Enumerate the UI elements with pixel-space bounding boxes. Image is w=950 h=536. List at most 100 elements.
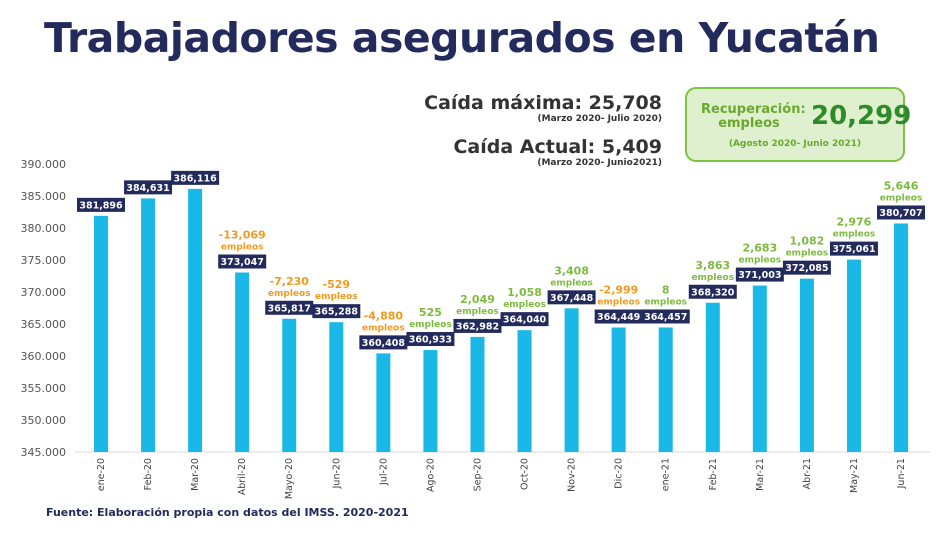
x-category-label: Ago-20 — [425, 458, 436, 492]
bar — [235, 272, 250, 452]
change-unit: empleos — [456, 307, 499, 317]
value-label-box — [124, 180, 173, 195]
current-drop-text: Caída Actual: 5,409 — [453, 136, 662, 158]
x-category-label: Oct-20 — [520, 458, 531, 490]
y-tick-label: 380.000 — [21, 222, 67, 235]
value-label: 380,707 — [879, 208, 922, 219]
bar — [705, 302, 720, 452]
value-label-box — [547, 290, 596, 305]
bar — [423, 350, 438, 452]
value-label-box — [77, 197, 125, 212]
value-label: 371,003 — [738, 270, 781, 281]
bar — [894, 223, 909, 452]
x-category-label: Sep-20 — [472, 458, 483, 491]
bar — [376, 353, 391, 452]
change-value: -2,999 — [599, 284, 638, 297]
value-label: 368,320 — [691, 287, 735, 298]
page-title: Trabajadores asegurados en Yucatán — [44, 14, 880, 62]
value-label-box — [641, 309, 690, 324]
change-value: 2,049 — [460, 293, 495, 306]
y-tick-label: 375.000 — [21, 254, 67, 267]
value-label: 360,408 — [362, 338, 406, 349]
change-value: 8 — [662, 283, 670, 296]
value-label: 372,085 — [785, 263, 828, 274]
change-value: 5,646 — [884, 179, 919, 192]
value-label: 381,896 — [79, 200, 123, 211]
change-unit: empleos — [315, 292, 358, 302]
bar — [658, 327, 673, 452]
value-label-box — [359, 335, 408, 350]
change-unit: empleos — [833, 230, 876, 240]
bar — [846, 259, 861, 452]
x-category-label: Jun-21 — [896, 458, 907, 489]
bar — [282, 318, 297, 452]
x-category-label: Mayo-20 — [284, 458, 295, 499]
change-unit: empleos — [739, 256, 782, 266]
bar — [470, 336, 485, 452]
value-label-box — [453, 318, 502, 333]
x-category-label: Feb-21 — [708, 458, 719, 490]
change-unit: empleos — [503, 300, 546, 310]
value-label-box — [829, 241, 878, 256]
change-unit: empleos — [597, 298, 640, 308]
y-tick-label: 365.000 — [21, 318, 67, 331]
change-value: 3,408 — [554, 264, 589, 277]
change-unit: empleos — [786, 249, 829, 259]
change-value: 2,976 — [837, 216, 872, 229]
change-unit: empleos — [409, 320, 452, 330]
recovery-label: Recuperación: empleos — [701, 102, 806, 131]
value-label: 373,047 — [221, 257, 264, 268]
value-label-box — [594, 309, 643, 324]
change-value: 2,683 — [742, 242, 777, 255]
x-category-label: Feb-20 — [143, 458, 154, 490]
value-label-box — [688, 284, 737, 299]
change-unit: empleos — [362, 323, 405, 333]
current-drop-stat: Caída Actual: 5,409 (Marzo 2020- Junio20… — [453, 136, 662, 168]
value-label: 365,817 — [268, 303, 311, 314]
value-label-box — [877, 205, 926, 220]
x-category-label: May-21 — [849, 458, 860, 493]
change-value: -13,069 — [219, 228, 266, 241]
x-category-label: Jun-20 — [331, 458, 342, 489]
max-drop-text: Caída máxima: 25,708 — [424, 92, 662, 114]
bar — [188, 188, 203, 452]
bar — [94, 215, 108, 452]
max-drop-stat: Caída máxima: 25,708 (Marzo 2020- Julio … — [424, 92, 662, 124]
source-note: Fuente: Elaboración propia con datos del… — [46, 506, 409, 519]
y-tick-label: 360.000 — [21, 350, 67, 363]
x-category-label: Jul-20 — [378, 458, 389, 486]
bar — [799, 278, 814, 452]
change-unit: empleos — [691, 273, 734, 283]
value-label: 367,448 — [550, 293, 594, 304]
value-label-box — [782, 260, 831, 275]
bar — [752, 285, 767, 452]
x-category-label: ene-20 — [96, 458, 107, 491]
value-label-box — [406, 332, 455, 347]
x-category-label: ene-21 — [661, 458, 672, 491]
value-label: 364,457 — [644, 312, 687, 323]
y-tick-label: 355.000 — [21, 382, 67, 395]
value-label-box — [312, 304, 361, 319]
current-drop-period: (Marzo 2020- Junio2021) — [537, 158, 662, 168]
bar — [611, 327, 626, 452]
value-label: 365,288 — [315, 307, 359, 318]
value-label: 364,040 — [503, 315, 547, 326]
x-category-label: Mar-21 — [755, 458, 766, 491]
y-tick-label: 345.000 — [21, 446, 67, 459]
change-value: 1,082 — [790, 235, 825, 248]
x-category-label: Mar-20 — [190, 458, 201, 491]
value-label-box — [218, 254, 267, 269]
value-label: 375,061 — [832, 244, 875, 255]
x-category-label: Abr-21 — [802, 458, 813, 489]
value-label-box — [500, 312, 549, 327]
y-tick-label: 385.000 — [21, 190, 67, 203]
change-unit: empleos — [644, 297, 687, 307]
value-label: 384,631 — [126, 183, 169, 194]
y-tick-label: 390.000 — [21, 158, 67, 171]
change-value: 1,058 — [507, 286, 542, 299]
y-tick-label: 350.000 — [21, 414, 67, 427]
value-label: 364,449 — [597, 312, 640, 323]
value-label-box — [265, 300, 314, 315]
